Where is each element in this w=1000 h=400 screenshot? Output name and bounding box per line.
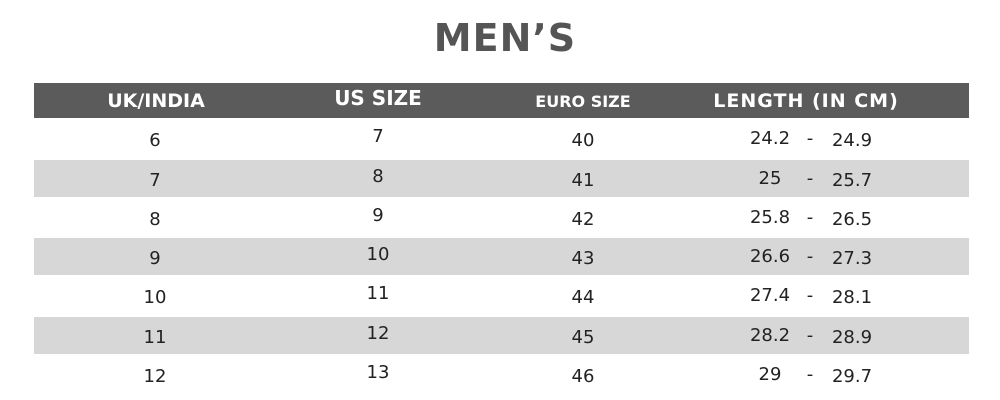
cell-length-max: 29.7 (831, 366, 873, 387)
cell-us: 11 (366, 283, 390, 304)
cell-us: 13 (366, 362, 390, 383)
cell-us: 12 (366, 323, 390, 344)
cell-length-min: 29 (758, 364, 782, 385)
cell-euro: 41 (571, 170, 595, 191)
cell-length-min: 26.6 (749, 246, 791, 267)
cell-length-max: 27.3 (831, 248, 873, 269)
cell-length-min: 28.2 (749, 325, 791, 346)
cell-uk: 10 (143, 287, 167, 308)
cell-us: 10 (366, 244, 390, 265)
cell-length-separator: - (806, 168, 814, 189)
cell-length-max: 25.7 (831, 170, 873, 191)
table-row: 8 9 42 25.8-26.5 (34, 199, 969, 236)
header-length: LENGTH (IN CM) (713, 90, 899, 112)
cell-us: 7 (372, 126, 384, 147)
table-row: 10 11 44 27.4-28.1 (34, 277, 969, 314)
cell-length-min: 24.2 (749, 128, 791, 149)
cell-uk: 7 (149, 170, 161, 191)
cell-length-separator: - (806, 325, 814, 346)
cell-length-max: 24.9 (831, 130, 873, 151)
header-euro-size: EURO SIZE (535, 92, 631, 111)
cell-length-max: 26.5 (831, 209, 873, 230)
table-row: 12 13 46 29 -29.7 (34, 356, 969, 393)
cell-length-min: 25.8 (749, 207, 791, 228)
cell-us: 9 (372, 205, 384, 226)
cell-length-separator: - (806, 246, 814, 267)
header-us-size: US SIZE (334, 86, 422, 110)
cell-length-min: 25 (758, 168, 782, 189)
cell-length-min: 27.4 (749, 285, 791, 306)
table-row: 11 12 45 28.2-28.9 (34, 317, 969, 354)
cell-length-max: 28.1 (831, 287, 873, 308)
cell-euro: 40 (571, 130, 595, 151)
cell-uk: 9 (149, 248, 161, 269)
table-row: 7 8 41 25 -25.7 (34, 160, 969, 197)
cell-uk: 8 (149, 209, 161, 230)
cell-euro: 42 (571, 209, 595, 230)
cell-euro: 45 (571, 327, 595, 348)
cell-length-separator: - (806, 207, 814, 228)
cell-length-separator: - (806, 285, 814, 306)
header-uk-india: UK/INDIA (107, 90, 205, 112)
cell-euro: 44 (571, 287, 595, 308)
cell-euro: 43 (571, 248, 595, 269)
cell-uk: 12 (143, 366, 167, 387)
page-title: MEN’S (433, 16, 577, 60)
cell-length-max: 28.9 (831, 327, 873, 348)
table-row: 9 10 43 26.6-27.3 (34, 238, 969, 275)
cell-euro: 46 (571, 366, 595, 387)
cell-us: 8 (372, 166, 384, 187)
cell-uk: 11 (143, 327, 167, 348)
cell-length-separator: - (806, 128, 814, 149)
cell-length-separator: - (806, 364, 814, 385)
cell-uk: 6 (149, 130, 161, 151)
table-row: 6 7 40 24.2-24.9 (34, 120, 969, 157)
table-header: UK/INDIA US SIZE EURO SIZE LENGTH (IN CM… (34, 83, 969, 118)
